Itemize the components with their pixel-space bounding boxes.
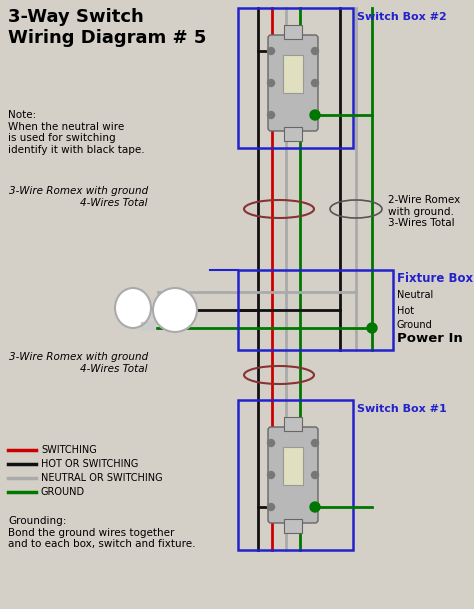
Text: Ground: Ground (397, 320, 433, 330)
Text: 3-Way Switch
Wiring Diagram # 5: 3-Way Switch Wiring Diagram # 5 (8, 8, 206, 47)
Circle shape (267, 80, 274, 86)
Bar (238, 270, 393, 350)
Text: GROUND: GROUND (41, 487, 85, 497)
Bar (284, 519, 302, 533)
Bar (141, 322, 155, 330)
Text: NEUTRAL OR SWITCHING: NEUTRAL OR SWITCHING (41, 473, 163, 483)
Circle shape (267, 504, 274, 510)
Text: Fixture Box: Fixture Box (397, 272, 473, 285)
Text: Switch Box #2: Switch Box #2 (357, 12, 447, 22)
Text: Grounding:
Bond the ground wires together
and to each box, switch and fixture.: Grounding: Bond the ground wires togethe… (8, 516, 195, 549)
Circle shape (311, 80, 319, 86)
Bar (238, 400, 353, 550)
Bar (284, 25, 302, 39)
Text: Hot: Hot (397, 306, 414, 316)
Circle shape (267, 111, 274, 119)
Text: Power In: Power In (397, 332, 463, 345)
Bar (283, 55, 303, 93)
Circle shape (311, 471, 319, 479)
Text: 2-Wire Romex
with ground.
3-Wires Total: 2-Wire Romex with ground. 3-Wires Total (388, 195, 460, 228)
Circle shape (311, 440, 319, 446)
Text: Note:
When the neutral wire
is used for switching
identify it with black tape.: Note: When the neutral wire is used for … (8, 110, 145, 155)
Text: 3-Wire Romex with ground
4-Wires Total: 3-Wire Romex with ground 4-Wires Total (9, 186, 148, 208)
Ellipse shape (115, 288, 151, 328)
Circle shape (267, 471, 274, 479)
Circle shape (267, 48, 274, 54)
Circle shape (311, 48, 319, 54)
Text: 3-Wire Romex with ground
4-Wires Total: 3-Wire Romex with ground 4-Wires Total (9, 352, 148, 374)
Bar (284, 417, 302, 431)
FancyBboxPatch shape (268, 427, 318, 523)
Text: Switch Box #1: Switch Box #1 (357, 404, 447, 414)
Bar (284, 127, 302, 141)
Bar (238, 8, 353, 148)
Bar (283, 447, 303, 485)
Text: SWITCHING: SWITCHING (41, 445, 97, 455)
Circle shape (311, 504, 319, 510)
Circle shape (367, 323, 377, 333)
Text: Neutral: Neutral (397, 290, 433, 300)
Circle shape (267, 440, 274, 446)
FancyBboxPatch shape (268, 35, 318, 131)
Circle shape (311, 111, 319, 119)
Text: HOT OR SWITCHING: HOT OR SWITCHING (41, 459, 138, 469)
Circle shape (310, 110, 320, 120)
Circle shape (310, 502, 320, 512)
Circle shape (153, 288, 197, 332)
